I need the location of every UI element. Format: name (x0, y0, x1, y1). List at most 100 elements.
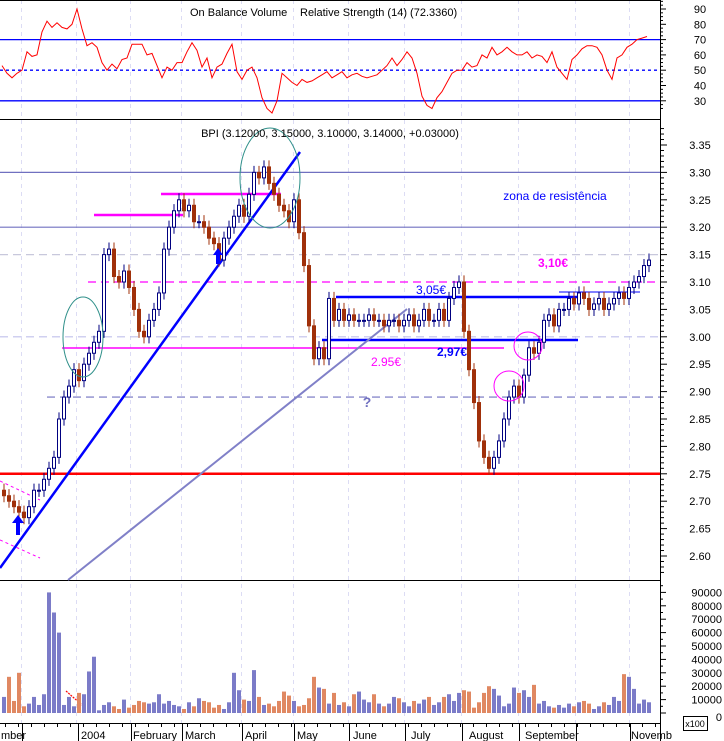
volume-bar (262, 704, 266, 713)
volume-bar (147, 703, 151, 713)
volume-bar (72, 706, 76, 713)
candle-body (212, 237, 216, 245)
price-tick-label: 3.35 (689, 140, 710, 152)
left-uptrend-line (0, 151, 302, 569)
volume-unit-box (683, 716, 708, 731)
candle-body (582, 292, 586, 299)
price-tick-label: 2.95 (689, 359, 710, 371)
candle-body (127, 270, 131, 288)
volume-bar (397, 698, 401, 713)
candle-body (207, 226, 211, 239)
annotation-level-297: 2,97€ (437, 345, 467, 359)
candle-body (137, 308, 141, 332)
volume-bar (627, 676, 631, 713)
candle-body (132, 286, 136, 310)
volume-bar (487, 686, 491, 713)
rsi-tick-label: 60 (694, 50, 706, 62)
candle-body (87, 352, 91, 365)
candle-body (337, 308, 341, 321)
volume-bar (477, 702, 481, 713)
volume-bar (282, 691, 286, 713)
volume-bar (327, 703, 331, 713)
volume-bar (387, 703, 391, 713)
candle-body (237, 204, 241, 217)
candle-body (592, 303, 596, 310)
rsi-tick-label: 70 (694, 35, 706, 47)
candle-body (547, 314, 551, 321)
annotation-question: ? (363, 394, 372, 410)
volume-bar (592, 708, 596, 713)
candle-body (162, 248, 166, 294)
candle-body (27, 506, 31, 519)
volume-bar (182, 708, 186, 713)
candle-body (242, 204, 246, 217)
candle-body (262, 166, 266, 179)
volume-bar (142, 702, 146, 713)
volume-tick-label: 50000 (691, 641, 722, 653)
annotation-level-310: 3,10€ (538, 256, 568, 270)
volume-bar (362, 699, 366, 713)
candle-body (107, 248, 111, 256)
candle-body (112, 248, 116, 278)
candle-body (637, 276, 641, 283)
volume-bar (237, 690, 241, 713)
price-horizontal-lines (0, 171, 660, 476)
volume-bar (137, 700, 141, 713)
candle-body (7, 495, 11, 502)
volume-tick-label: 0 (716, 712, 722, 724)
candle-body (2, 489, 6, 497)
volume-bar (177, 706, 181, 713)
candle-body (572, 297, 576, 305)
volume-bar (162, 703, 166, 713)
candle-body (152, 308, 156, 321)
volume-bar (212, 707, 216, 713)
candle-body (427, 308, 431, 321)
candle-body (482, 440, 486, 458)
volume-bar (277, 700, 281, 713)
candle-body (642, 265, 646, 278)
candle-body (102, 254, 106, 332)
arrow-up-icon (12, 515, 24, 535)
candle-body (412, 314, 416, 327)
volume-bar (232, 672, 236, 713)
volume-bar (367, 702, 371, 713)
candle-body (177, 199, 181, 212)
price-tick-label: 2.90 (689, 387, 710, 399)
candle-body (532, 347, 536, 354)
candle-body (502, 418, 506, 442)
volume-bar (167, 700, 171, 713)
volume-bar (582, 700, 586, 713)
volume-bar (532, 684, 536, 713)
x-axis-label: June (353, 730, 377, 741)
candle-body (432, 319, 436, 322)
candle-body (92, 341, 96, 354)
volume-bar (332, 692, 336, 713)
volume-bar (7, 676, 11, 713)
candle-body (227, 226, 231, 239)
price-tick-label: 3.25 (689, 195, 710, 207)
candle-body (272, 182, 276, 195)
candle-body (197, 221, 201, 224)
volume-bar (52, 612, 56, 713)
volume-bar (172, 704, 176, 713)
volume-bar (442, 696, 446, 713)
candle-body (172, 210, 176, 228)
candle-body (252, 171, 256, 195)
annotation-resistance-zone: zona de resistência (503, 189, 607, 203)
candle-body (17, 506, 21, 513)
volume-bar (407, 706, 411, 713)
vertical-gridlines (21, 0, 630, 723)
candle-body (562, 308, 566, 311)
volume-bar (597, 706, 601, 713)
volume-bar (287, 695, 291, 713)
candle-body (62, 396, 66, 420)
candle-body (97, 330, 101, 343)
candle-body (402, 319, 406, 327)
candle-body (462, 281, 466, 332)
candle-body (317, 347, 321, 360)
volume-bar (342, 702, 346, 713)
candle-body (647, 259, 651, 267)
candle-body (277, 193, 281, 206)
candle-body (187, 204, 191, 212)
